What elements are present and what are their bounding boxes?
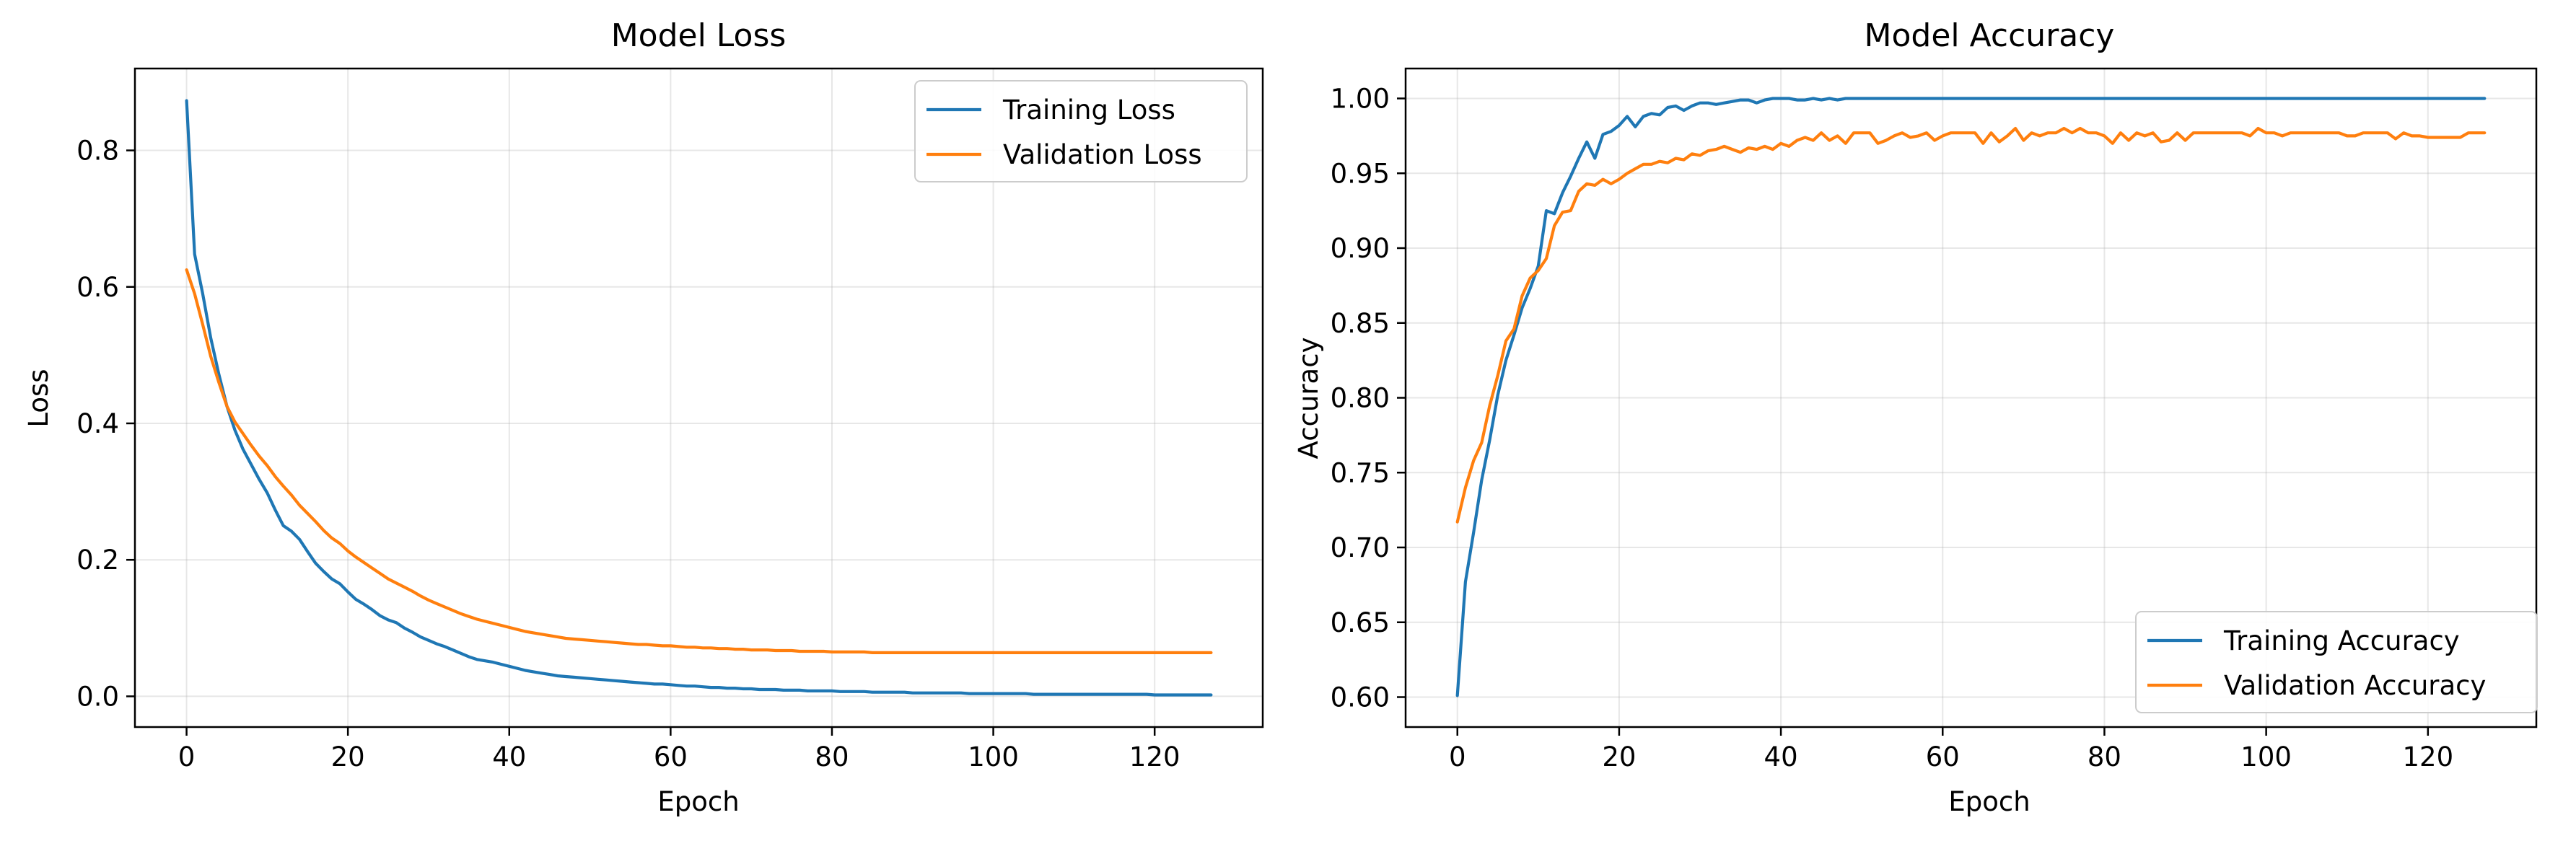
accuracy-x-tick-label: 60 xyxy=(1926,741,1960,772)
loss-legend: Training Loss Validation Loss xyxy=(914,80,1248,182)
loss-legend-label: Training Loss xyxy=(1002,94,1175,126)
accuracy-y-tick-label: 0.65 xyxy=(1331,607,1390,638)
accuracy-y-tick-label: 0.90 xyxy=(1331,233,1390,264)
accuracy-y-tick-label: 0.60 xyxy=(1331,682,1390,713)
loss-y-tick-label: 0.0 xyxy=(76,681,119,712)
loss-x-tick-label: 0 xyxy=(178,741,196,772)
loss-y-axis-label: Loss xyxy=(23,369,54,427)
accuracy-ticks: 0 20 40 60 80 100 120 0.60 0.65 0.70 0.75 0.80 0.85 0… xyxy=(1331,84,2454,773)
accuracy-y-tick-label: 1.00 xyxy=(1331,84,1390,115)
loss-x-tick-label: 100 xyxy=(968,741,1019,772)
loss-y-tick-label: 0.8 xyxy=(76,136,119,167)
accuracy-y-tick-label: 0.75 xyxy=(1331,457,1390,488)
loss-y-tick-label: 0.6 xyxy=(76,272,119,303)
loss-series-line-validation-loss xyxy=(185,268,1213,655)
accuracy-y-tick-label: 0.85 xyxy=(1331,308,1390,339)
accuracy-legend: Training Accuracy Validation Accuracy xyxy=(2135,611,2538,713)
loss-x-tick-label: 80 xyxy=(815,741,849,772)
loss-gridlines xyxy=(135,69,1263,727)
loss-x-tick-label: 20 xyxy=(331,741,365,772)
accuracy-series xyxy=(1455,97,2487,697)
loss-x-axis-label: Epoch xyxy=(657,786,739,817)
accuracy-x-tick-label: 0 xyxy=(1449,741,1466,772)
loss-series-line-training-loss xyxy=(185,99,1213,697)
loss-plot-frame xyxy=(133,67,1264,728)
loss-legend-label: Validation Loss xyxy=(1003,139,1202,170)
accuracy-chart-title: Model Accuracy xyxy=(1865,17,2115,54)
accuracy-x-tick-label: 100 xyxy=(2240,741,2292,772)
accuracy-y-axis-label: Accuracy xyxy=(1293,338,1324,459)
loss-x-tick-label: 120 xyxy=(1129,741,1180,772)
accuracy-legend-label: Training Accuracy xyxy=(2223,625,2460,656)
accuracy-x-axis-label: Epoch xyxy=(1948,786,2030,817)
accuracy-gridlines xyxy=(1406,69,2536,727)
loss-y-tick-label: 0.4 xyxy=(76,408,119,439)
accuracy-y-tick-label: 0.70 xyxy=(1331,532,1390,563)
accuracy-x-tick-label: 120 xyxy=(2402,741,2453,772)
accuracy-x-tick-label: 40 xyxy=(1764,741,1798,772)
loss-legend-box xyxy=(914,80,1248,182)
accuracy-legend-label: Validation Accuracy xyxy=(2224,670,2486,701)
loss-y-tick-label: 0.2 xyxy=(76,545,119,576)
loss-series xyxy=(185,99,1213,697)
accuracy-y-tick-label: 0.95 xyxy=(1331,158,1390,189)
accuracy-chart: Model Accuracy Epoch Accuracy 0 20 40 60 80 1… xyxy=(1293,17,2538,817)
accuracy-y-tick-label: 0.80 xyxy=(1331,383,1390,414)
accuracy-x-tick-label: 20 xyxy=(1602,741,1636,772)
loss-ticks: 0 20 40 60 80 100 120 0.0 0.2 0.4 0.6 0.8 xyxy=(76,136,1180,772)
accuracy-x-tick-label: 80 xyxy=(2087,741,2121,772)
accuracy-legend-box xyxy=(2135,611,2538,713)
loss-x-tick-label: 60 xyxy=(654,741,688,772)
accuracy-series-line-training-accuracy xyxy=(1455,97,2487,697)
loss-chart: Model Loss Epoch Loss 0 20 40 60 80 100 120 0.0… xyxy=(23,17,1264,817)
loss-chart-title: Model Loss xyxy=(611,17,787,54)
accuracy-series-line-validation-accuracy xyxy=(1455,126,2487,524)
loss-x-tick-label: 40 xyxy=(492,741,526,772)
